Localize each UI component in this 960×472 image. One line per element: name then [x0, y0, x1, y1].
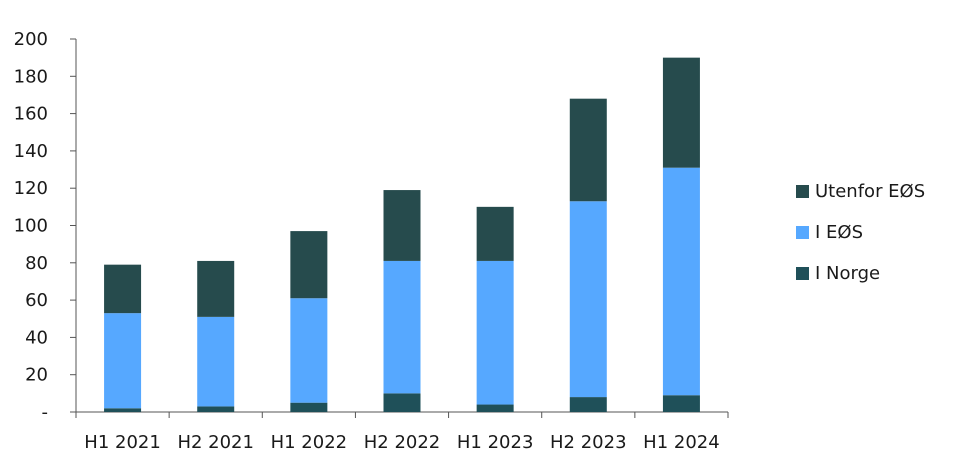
- bars: [104, 57, 700, 412]
- y-tick-label: 40: [25, 327, 48, 348]
- bar-segment: [290, 298, 328, 403]
- bar-segment: [383, 190, 421, 261]
- bar-segment: [662, 167, 700, 396]
- y-tick-label: 80: [25, 253, 48, 274]
- bar-segment: [197, 316, 235, 407]
- y-tick-label: 20: [25, 365, 48, 386]
- legend-swatch: [796, 226, 809, 239]
- y-tick-label: 100: [14, 216, 48, 237]
- axes: [70, 38, 729, 418]
- bar-segment: [383, 393, 421, 412]
- legend-label: I EØS: [815, 222, 863, 243]
- bar-segment: [569, 201, 607, 398]
- bar-segment: [569, 98, 607, 202]
- bar-segment: [569, 397, 607, 412]
- x-tick-label: H1 2022: [271, 432, 348, 453]
- legend-label: Utenfor EØS: [815, 181, 925, 202]
- bar-segment: [383, 260, 421, 394]
- x-tick-label: H1 2024: [643, 432, 720, 453]
- bar-segment: [290, 231, 328, 299]
- y-tick-label: 160: [14, 104, 48, 125]
- y-tick-label: 60: [25, 290, 48, 311]
- y-tick-label: 180: [14, 66, 48, 87]
- bar-segment: [104, 408, 142, 412]
- x-tick-label: H2 2021: [177, 432, 254, 453]
- bar-segment: [290, 402, 328, 412]
- legend-swatch: [796, 267, 809, 280]
- tick-labels: - 20 40 60 80 100 120 140 160 180 200 H1 2021 H2 202…: [14, 29, 720, 453]
- legend-swatch: [796, 185, 809, 198]
- y-tick-label: 200: [14, 29, 48, 50]
- x-tick-label: H2 2023: [550, 432, 627, 453]
- bar-segment: [662, 57, 700, 168]
- bar-segment: [104, 264, 142, 314]
- bar-segment: [662, 395, 700, 412]
- legend-label: I Norge: [815, 263, 880, 284]
- x-tick-label: H1 2023: [457, 432, 534, 453]
- bar-segment: [104, 313, 142, 409]
- bar-segment: [197, 260, 235, 317]
- bar-segment: [197, 406, 235, 412]
- x-tick-label: H1 2021: [84, 432, 161, 453]
- y-tick-label: 140: [14, 141, 48, 162]
- bar-segment: [476, 404, 514, 412]
- legend: Utenfor EØS I EØS I Norge: [796, 181, 925, 284]
- bar-segment: [476, 260, 514, 405]
- x-tick-label: H2 2022: [364, 432, 441, 453]
- bar-segment: [476, 206, 514, 261]
- y-tick-label: 120: [14, 178, 48, 199]
- y-tick-label: -: [42, 402, 49, 423]
